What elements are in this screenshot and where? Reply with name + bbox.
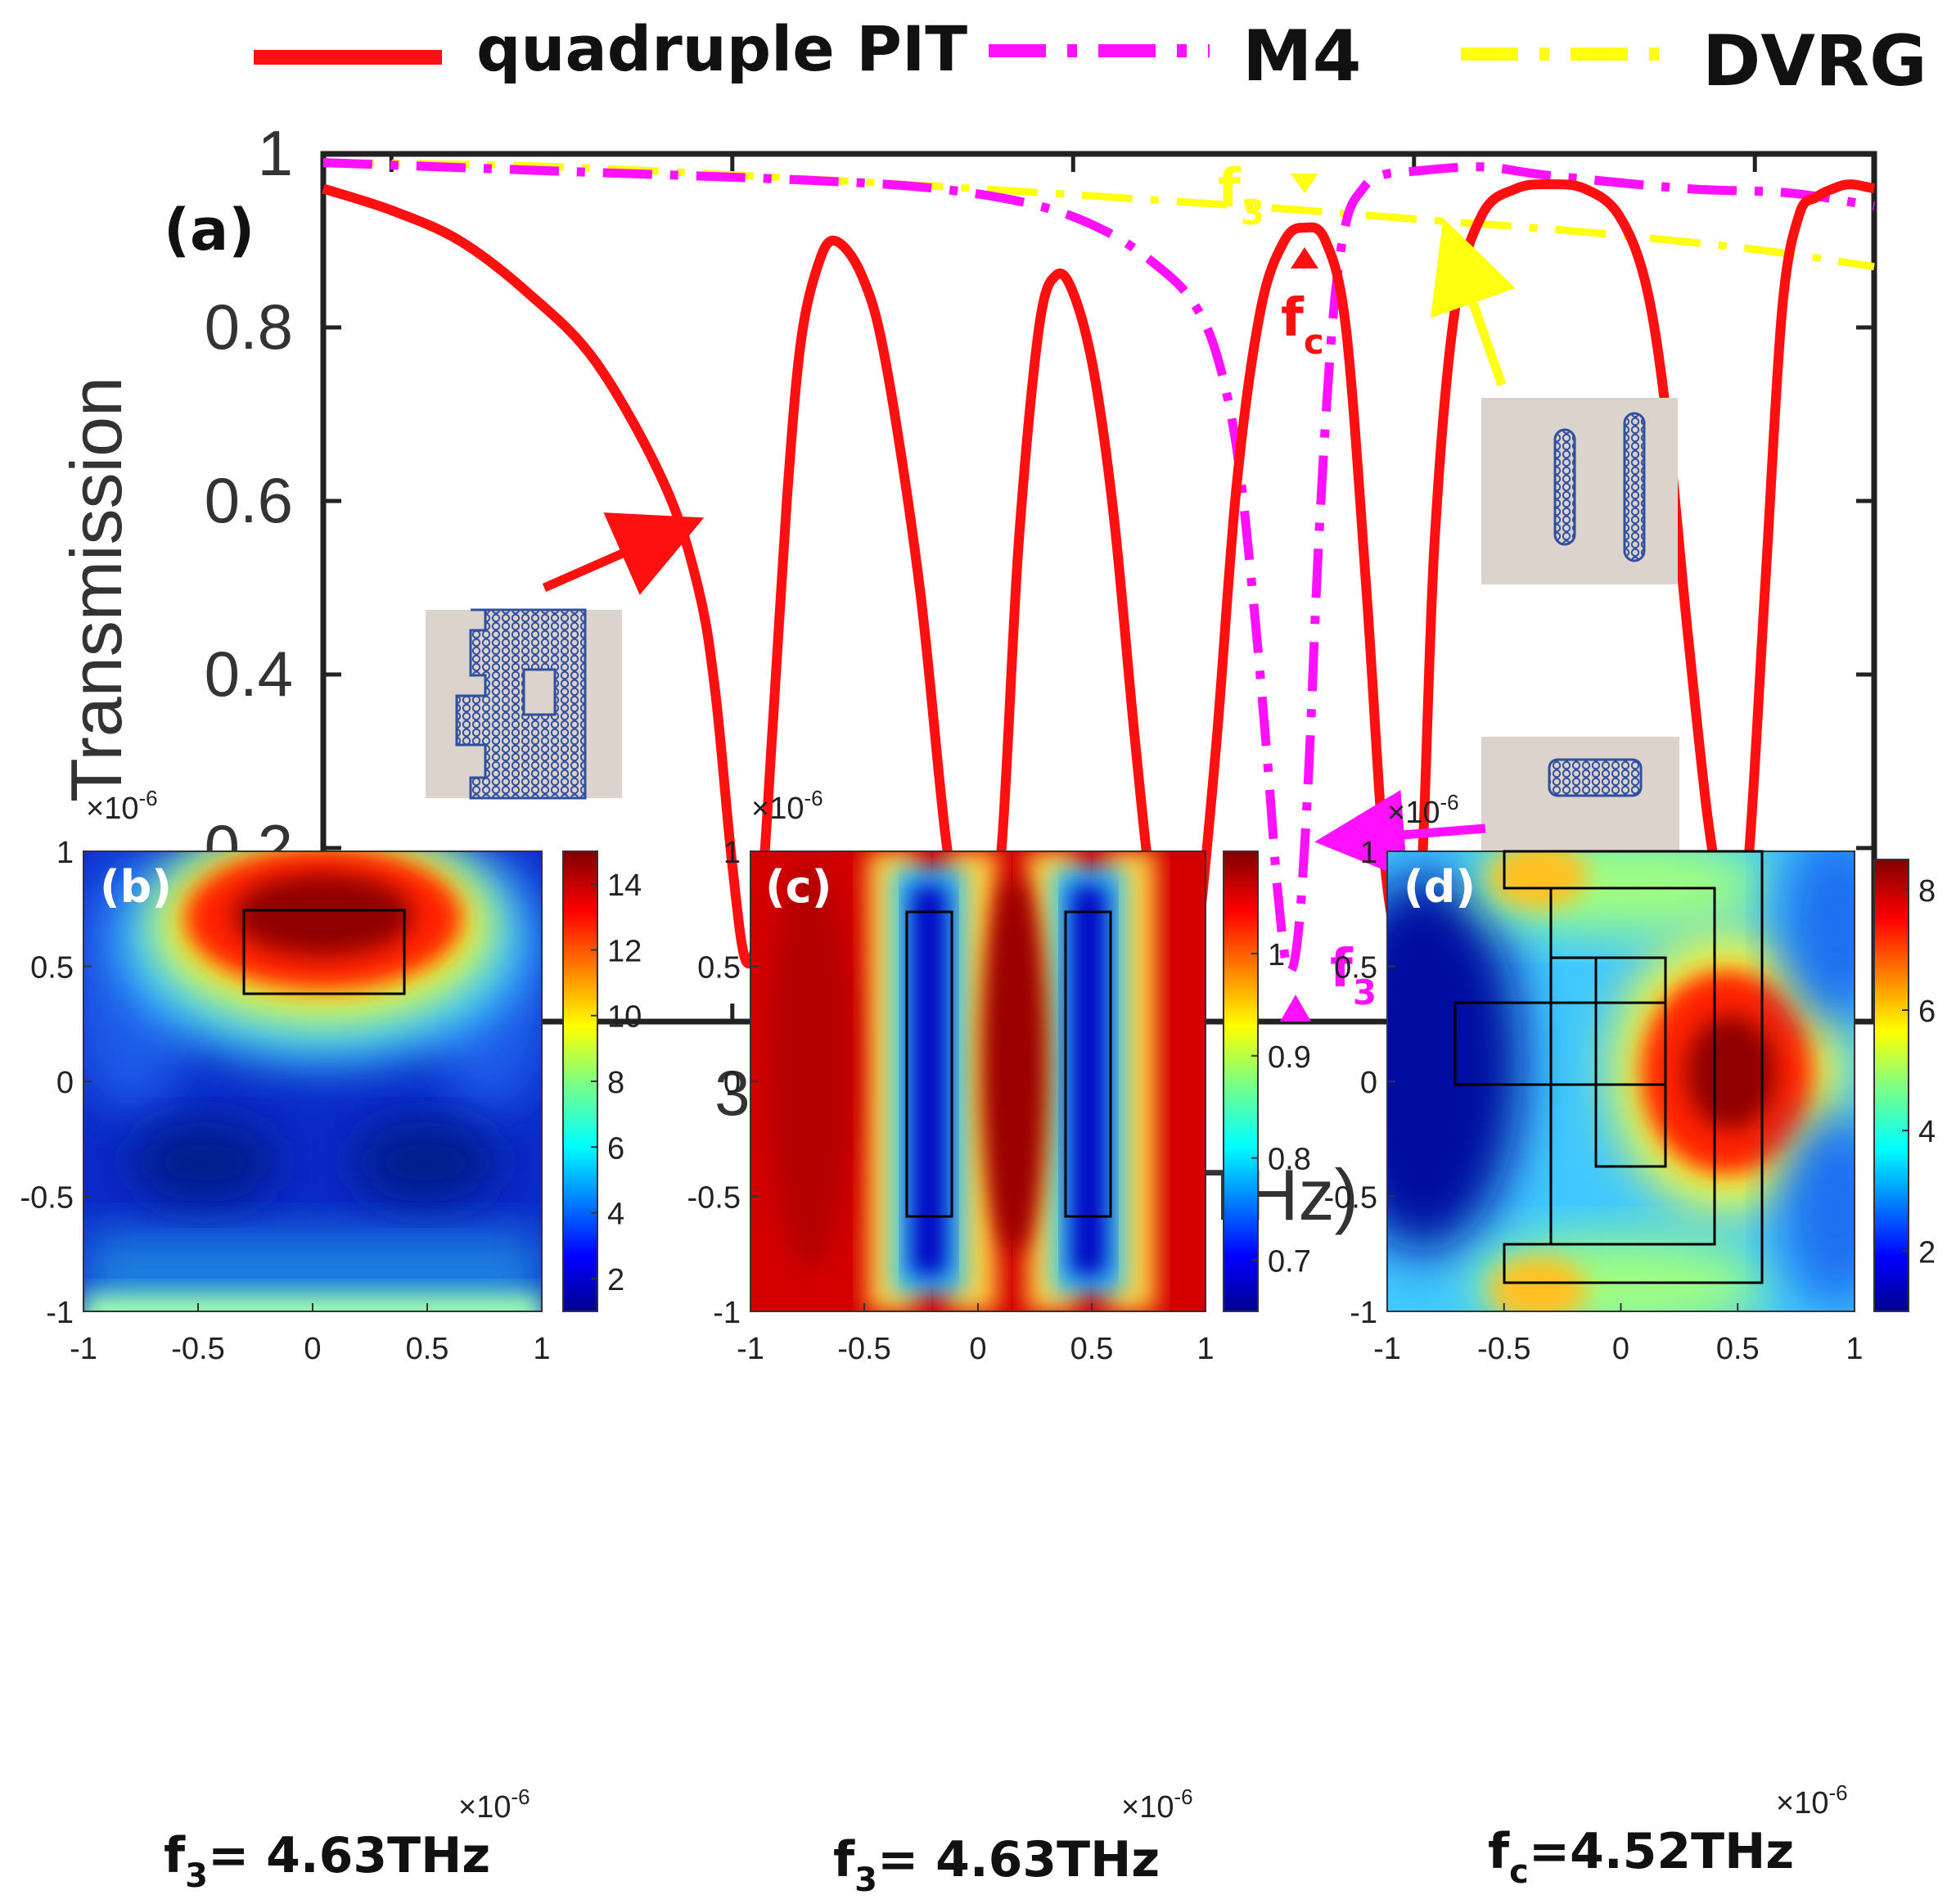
caption-d: fc=4.52THz (1488, 1823, 1794, 1891)
hm-x-tick-label-3: 0.5 (406, 1332, 449, 1366)
hm-y-tick-label-1: 0.5 (30, 951, 74, 986)
hm-y-tick-label-1: 0.5 (1334, 951, 1377, 986)
caption-c: f3= 4.63THz (833, 1831, 1160, 1899)
hm-y-tick-label-1: 0.5 (697, 951, 741, 986)
axes-d: -1 -0.5 0 0.5 1 1 0.5 0 -0.5 -1 ×10-6 ×10-6 8 6 4 2 (1324, 790, 1936, 1821)
marker-f3-m4 (1280, 995, 1311, 1022)
heatmap-d (1387, 851, 1855, 1311)
heatmap-c (750, 851, 1206, 1311)
y-tick-label-5: 1 (258, 117, 293, 189)
inset-pit-structure (426, 608, 622, 800)
colorbar-c (1223, 850, 1259, 1312)
cb-tick-label-0: 1 (1268, 938, 1285, 972)
hm-y-tick-label-2: 0 (723, 1066, 741, 1100)
panel-label-c: (c) (765, 861, 832, 913)
hm-x-tick-label-2: 0 (969, 1332, 986, 1366)
panel-b: (b) -1 -0.5 0 0.5 1 1 0.5 0 -0.5 -1 ×10-6 ×10-6 14 12… (20, 786, 642, 1895)
legend-label-m4: M4 (1242, 16, 1361, 97)
panel-label-d: (d) (1404, 861, 1476, 913)
hm-x-tick-label-3: 0.5 (1716, 1332, 1760, 1366)
hm-exponent-1: ×10-6 (1776, 1780, 1848, 1821)
hm-x-tick-label-1: -0.5 (171, 1332, 224, 1366)
hm-y-tick-label-4: -1 (1350, 1296, 1377, 1330)
hm-y-tick-label-0: 1 (56, 836, 74, 870)
hm-x-tick-label-1: -0.5 (837, 1332, 890, 1366)
marker-fc-pit (1291, 247, 1318, 268)
legend: quadruple PIT M4 DVRG (254, 12, 1927, 102)
hm-exponent-0: ×10-6 (751, 786, 823, 826)
series-m4-line (322, 158, 1875, 977)
legend-label-dvrg: DVRG (1702, 20, 1927, 102)
hm-y-tick-label-0: 1 (1360, 836, 1377, 870)
colorbar-d (1873, 859, 1909, 1312)
cb-tick-label-3: 2 (1918, 1235, 1936, 1270)
marker-f3-dvrg (1291, 174, 1318, 193)
arrow-pit (542, 512, 705, 595)
annotation-f3-m4: f3 (1330, 939, 1377, 1013)
cb-tick-label-1: 12 (607, 934, 642, 968)
hm-y-tick-label-3: -0.5 (20, 1181, 74, 1216)
panel-label-a: (a) (164, 196, 255, 264)
hm-exponent-0: ×10-6 (86, 786, 158, 826)
panel-c: (c) -1 -0.5 0 0.5 1 1 0.5 0 -0.5 -1 ×10-6 ×10-6 1 0.9… (687, 786, 1311, 1899)
hm-x-tick-label-4: 1 (533, 1332, 550, 1366)
y-tick-label-3: 0.6 (205, 464, 293, 536)
cb-tick-label-0: 8 (1918, 874, 1936, 909)
hm-x-tick-label-2: 0 (304, 1332, 321, 1366)
hm-y-tick-label-2: 0 (1360, 1066, 1377, 1100)
cb-tick-label-3: 0.7 (1268, 1245, 1311, 1279)
hm-exponent-1: ×10-6 (1121, 1784, 1193, 1825)
arrow-dvrg (1431, 218, 1516, 386)
y-axis-label: Transmission (56, 377, 137, 802)
inset-dvrg-structure (1481, 398, 1678, 584)
hm-y-tick-label-3: -0.5 (1324, 1181, 1377, 1216)
x-tick-label-1: 3 (714, 1057, 750, 1129)
structure-outline-d (1453, 850, 1764, 1284)
cb-tick-label-0: 14 (607, 869, 642, 903)
panel-label-b: (b) (100, 861, 172, 913)
structure-outline-b (242, 909, 406, 995)
hm-x-tick-label-2: 0 (1612, 1332, 1629, 1366)
hm-x-tick-label-0: -1 (1373, 1332, 1401, 1366)
hm-y-tick-label-3: -0.5 (687, 1181, 741, 1216)
structure-outline-c-right (1064, 910, 1112, 1218)
cb-tick-label-3: 8 (607, 1066, 624, 1100)
axes-b: -1 -0.5 0 0.5 1 1 0.5 0 -0.5 -1 ×10-6 ×10-6 14 12 10 8 6… (20, 786, 642, 1825)
cb-tick-label-5: 4 (607, 1198, 624, 1232)
hm-exponent-1: ×10-6 (458, 1784, 530, 1825)
hm-y-tick-label-4: -1 (713, 1296, 741, 1330)
annotation-fc-pit: fc (1281, 288, 1324, 362)
cb-tick-label-2: 10 (607, 1000, 642, 1035)
cb-tick-label-4: 6 (607, 1131, 624, 1166)
caption-b: f3= 4.63THz (164, 1827, 490, 1895)
structure-outline-c-left (905, 910, 953, 1218)
legend-label-pit: quadruple PIT (476, 12, 967, 85)
cb-tick-label-2: 4 (1918, 1115, 1936, 1149)
y-tick-label-4: 0.8 (205, 291, 293, 363)
panel-d: (d) -1 -0.5 0 0.5 1 1 0.5 0 -0.5 -1 ×10-6 ×10-6 8 6 4 2… (1324, 790, 1936, 1891)
hm-x-tick-label-0: -1 (70, 1332, 97, 1366)
y-tick-label-2: 0.4 (205, 638, 293, 710)
cb-tick-label-1: 0.9 (1268, 1040, 1311, 1075)
annotation-f3-dvrg: f3 (1218, 159, 1264, 232)
hm-x-tick-label-4: 1 (1846, 1332, 1863, 1366)
hm-x-tick-label-1: -0.5 (1477, 1332, 1530, 1366)
hm-y-tick-label-4: -1 (46, 1296, 74, 1330)
hm-x-tick-label-4: 1 (1197, 1332, 1214, 1366)
cb-tick-label-6: 2 (607, 1263, 624, 1297)
arrow-m4 (1314, 789, 1486, 880)
hm-exponent-0: ×10-6 (1387, 790, 1459, 830)
cb-tick-label-1: 6 (1918, 995, 1936, 1029)
hm-x-tick-label-0: -1 (737, 1332, 764, 1366)
series-dvrg-line (322, 159, 1875, 271)
hm-y-tick-label-0: 1 (723, 836, 741, 870)
hm-x-tick-label-3: 0.5 (1070, 1332, 1114, 1366)
axes-c: -1 -0.5 0 0.5 1 1 0.5 0 -0.5 -1 ×10-6 ×10-6 1 0.9 0.8 0… (687, 786, 1311, 1825)
cb-tick-label-2: 0.8 (1268, 1143, 1311, 1177)
hm-y-tick-label-2: 0 (56, 1066, 74, 1100)
heatmap-b (83, 851, 542, 1311)
